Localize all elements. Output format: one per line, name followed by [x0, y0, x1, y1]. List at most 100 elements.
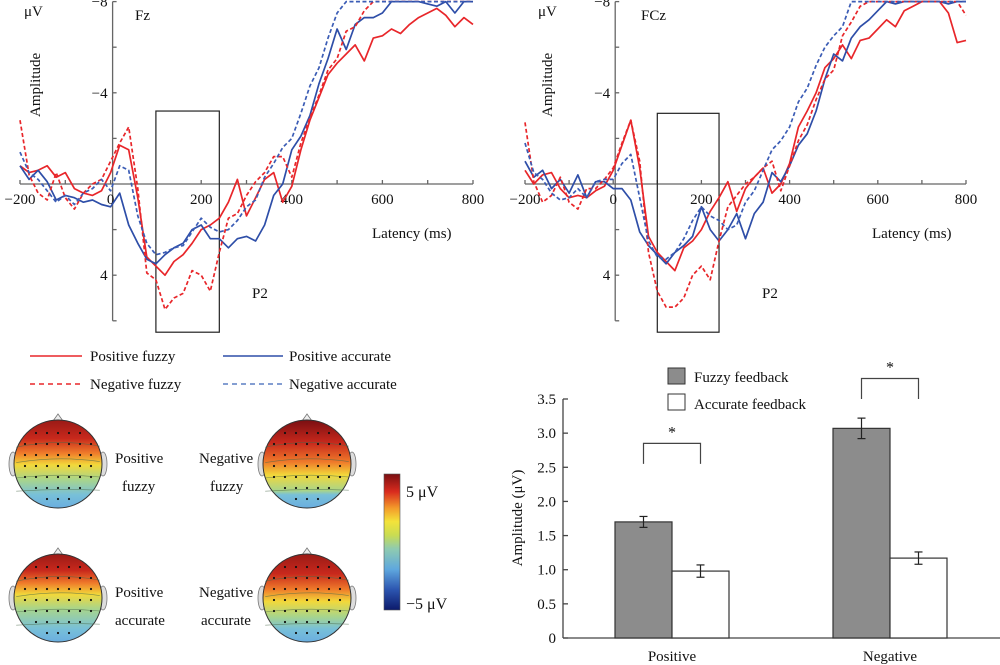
electrode-dot: [283, 464, 287, 468]
x-category-label: Negative: [863, 649, 917, 665]
electrode-dot: [272, 609, 276, 613]
electrode-dot: [272, 587, 276, 591]
electrode-dot: [327, 442, 331, 446]
y-tick-label: 3.0: [537, 426, 556, 442]
electrode-dot: [283, 431, 287, 435]
electrode-dot: [294, 631, 298, 635]
legend-label: Positive accurate: [289, 349, 391, 365]
colorbar-gradient: [383, 473, 401, 611]
electrode-dot: [283, 486, 287, 490]
electrode-dot: [316, 587, 320, 591]
legend-label: Negative fuzzy: [90, 377, 182, 393]
contour-line: [265, 592, 349, 597]
electrode-dot: [34, 565, 38, 569]
electrode-dot: [272, 576, 276, 580]
erp-line-negative-fuzzy: [524, 0, 967, 308]
electrode-dot: [89, 609, 93, 613]
significance-marker: *: [668, 424, 676, 441]
electrode-dot: [78, 442, 82, 446]
electrode-dot: [316, 497, 320, 501]
electrode-dot: [283, 609, 287, 613]
electrode-title: Fz: [135, 8, 150, 24]
y-tick-label: 0: [549, 631, 557, 647]
electrode-dot: [272, 453, 276, 457]
electrode-dot: [327, 464, 331, 468]
electrode-dot: [45, 587, 49, 591]
electrode-dot: [305, 497, 309, 501]
electrode-dot: [283, 620, 287, 624]
electrode-dot: [56, 475, 60, 479]
electrode-dot: [327, 587, 331, 591]
electrode-dot: [283, 475, 287, 479]
x-tick-label: −200: [5, 192, 36, 208]
electrode-dot: [34, 587, 38, 591]
electrode-dot: [56, 587, 60, 591]
electrode-dot: [89, 464, 93, 468]
electrode-dot: [338, 475, 342, 479]
electrode-dot: [56, 620, 60, 624]
electrode-dot: [316, 609, 320, 613]
electrode-dot: [316, 598, 320, 602]
electrode-dot: [78, 453, 82, 457]
bar-accurate-feedback-negative: [889, 557, 948, 639]
electrode-dot: [316, 576, 320, 580]
legend-label: Fuzzy feedback: [694, 370, 789, 386]
electrode-dot: [305, 464, 309, 468]
electrode-dot: [294, 464, 298, 468]
topomap-negative-fuzzy: [257, 413, 357, 509]
electrode-dot: [283, 453, 287, 457]
topomap-positive-fuzzy: [8, 413, 108, 509]
electrode-dot: [305, 587, 309, 591]
electrode-dot: [78, 475, 82, 479]
electrode-dot: [327, 620, 331, 624]
electrode-dot: [56, 576, 60, 580]
contour-line: [16, 592, 100, 597]
bar-legend: Fuzzy feedback Accurate feedback: [667, 367, 807, 413]
topomap-label: Positive: [115, 451, 164, 467]
erp-panel-fz: μV Amplitude Fz Latency (ms) P2 −8 −4 4 −20…: [5, 0, 484, 333]
x-tick-label: 200: [690, 192, 713, 208]
electrode-dot: [294, 598, 298, 602]
erp-line-positive-fuzzy: [19, 7, 474, 277]
electrode-dot: [305, 486, 309, 490]
electrode-dot: [45, 565, 49, 569]
y-tick-label: 0.5: [537, 597, 556, 613]
electrode-dot: [67, 431, 71, 435]
x-axis-label: Latency (ms): [872, 226, 952, 242]
electrode-dot: [305, 620, 309, 624]
electrode-dot: [67, 497, 71, 501]
electrode-dot: [316, 486, 320, 490]
electrode-dot: [316, 453, 320, 457]
x-tick-label: 0: [107, 192, 115, 208]
erp-legend: Positive fuzzy Positive accurate Negativ…: [30, 349, 397, 393]
erp-line-positive-fuzzy: [524, 0, 967, 272]
y-tick-label: 1.5: [537, 529, 556, 545]
electrode-dot: [283, 442, 287, 446]
electrode-dot: [316, 620, 320, 624]
electrode-dot: [56, 598, 60, 602]
contour-line: [16, 489, 100, 492]
electrode-dot: [327, 598, 331, 602]
y-tick-label: −8: [92, 0, 108, 11]
erp-line-positive-accurate: [524, 0, 966, 265]
electrode-dot: [78, 576, 82, 580]
y-tick-label: 3.5: [537, 392, 556, 408]
electrode-dot: [272, 475, 276, 479]
electrode-dot: [67, 587, 71, 591]
electrode-dot: [294, 576, 298, 580]
topomap-label: accurate: [115, 613, 165, 629]
nose-icon: [52, 413, 64, 422]
significance-marker: *: [886, 360, 894, 377]
nose-icon: [301, 413, 313, 422]
y-unit-label: μV: [24, 4, 43, 20]
electrode-dot: [294, 475, 298, 479]
y-tick-label: −8: [594, 0, 610, 11]
electrode-dot: [327, 576, 331, 580]
electrode-dot: [23, 453, 27, 457]
electrode-dot: [294, 453, 298, 457]
topomap-label: accurate: [201, 613, 251, 629]
electrode-dot: [338, 464, 342, 468]
electrode-dot: [45, 475, 49, 479]
electrode-dot: [78, 620, 82, 624]
